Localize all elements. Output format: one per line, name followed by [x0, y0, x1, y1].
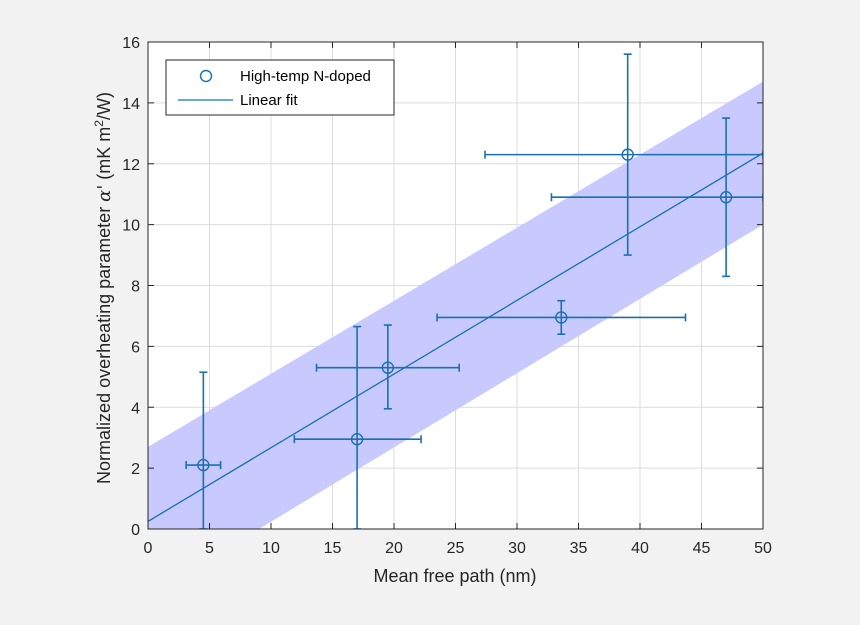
fit-line-layer: [148, 152, 763, 522]
data-point-marker: [621, 148, 634, 161]
data-point-group: [315, 324, 460, 410]
y-axis-label-unit-pre: (mK m: [94, 127, 114, 185]
tick-labels-layer: 0 5 10 15 20 25 30 35 40 45 50 0 2 4 6 8 10 12 14 16: [122, 35, 772, 557]
x-tick-label: 30: [508, 540, 526, 557]
y-axis-label-main: Normalized overheating parameter: [94, 202, 114, 484]
y-tick-label: 2: [131, 461, 140, 478]
data-point-marker: [381, 361, 395, 374]
data-point-group: [484, 53, 763, 256]
data-points-layer: [185, 53, 763, 529]
data-point-marker: [719, 191, 733, 204]
x-tick-label: 5: [205, 540, 214, 557]
data-point-group: [293, 325, 422, 529]
y-tick-label: 8: [131, 279, 140, 296]
data-point-group: [550, 117, 763, 278]
data-point-marker: [350, 433, 364, 446]
y-axis-label: Normalized overheating parameter α' (mK …: [92, 92, 115, 484]
x-tick-label: 45: [693, 540, 711, 557]
confidence-band-layer: [148, 81, 763, 529]
y-tick-label: 14: [122, 96, 140, 113]
data-point-marker: [555, 311, 568, 324]
y-tick-label: 12: [122, 157, 140, 174]
y-tick-label: 4: [131, 400, 140, 417]
x-axis-label: Mean free path (nm): [373, 566, 536, 586]
x-tick-label: 20: [385, 540, 403, 557]
x-tick-label: 40: [631, 540, 649, 557]
legend: High-temp N-doped Linear fit: [165, 59, 395, 116]
y-tick-label: 16: [122, 35, 140, 52]
x-tick-label: 35: [570, 540, 588, 557]
y-tick-label: 0: [131, 522, 140, 539]
x-tick-label: 15: [324, 540, 342, 557]
x-tick-label: 10: [262, 540, 280, 557]
legend-entry-points: High-temp N-doped: [240, 68, 371, 85]
legend-marker-points: [199, 69, 213, 83]
data-point-marker: [197, 458, 210, 472]
y-axis-label-unit-post: /W): [94, 92, 114, 120]
confidence-band: [148, 81, 763, 529]
ticks-layer: [147, 41, 764, 530]
legend-entry-fit: Linear fit: [240, 92, 298, 109]
fit-line: [148, 152, 763, 522]
x-tick-label: 0: [144, 540, 153, 557]
y-axis-label-symbol: α': [94, 185, 115, 202]
x-tick-label: 50: [754, 540, 772, 557]
y-tick-label: 10: [122, 218, 140, 235]
x-tick-label: 25: [447, 540, 465, 557]
data-point-group: [436, 299, 687, 336]
y-tick-label: 6: [131, 339, 140, 356]
legend-box: [165, 59, 395, 116]
y-axis-label-unit-sup: 2: [92, 120, 106, 127]
data-point-group: [185, 371, 222, 529]
